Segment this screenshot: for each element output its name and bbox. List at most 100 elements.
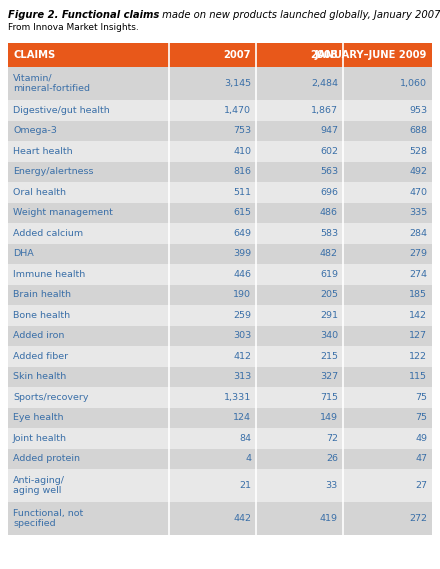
Text: 72: 72 xyxy=(326,434,338,443)
Text: 115: 115 xyxy=(409,372,427,381)
Bar xyxy=(8,182,432,203)
Text: 272: 272 xyxy=(409,514,427,523)
Text: Added fiber: Added fiber xyxy=(13,352,68,361)
Bar xyxy=(8,284,432,305)
Text: 49: 49 xyxy=(415,434,427,443)
Text: 947: 947 xyxy=(320,126,338,135)
Bar xyxy=(8,100,432,121)
Bar xyxy=(8,223,432,244)
Bar xyxy=(8,387,432,407)
Bar xyxy=(8,67,432,100)
Text: 419: 419 xyxy=(320,514,338,523)
Text: 215: 215 xyxy=(320,352,338,361)
Text: 619: 619 xyxy=(320,270,338,279)
Text: 1,470: 1,470 xyxy=(224,106,251,115)
Text: 688: 688 xyxy=(409,126,427,135)
Bar xyxy=(8,141,432,162)
Text: 649: 649 xyxy=(233,229,251,238)
Text: Added iron: Added iron xyxy=(13,331,64,340)
Text: 335: 335 xyxy=(409,208,427,217)
Text: 442: 442 xyxy=(233,514,251,523)
Text: 340: 340 xyxy=(320,331,338,340)
Text: 327: 327 xyxy=(320,372,338,381)
Text: 399: 399 xyxy=(233,249,251,258)
Text: made on new products launched globally, January 2007 to June 2009.: made on new products launched globally, … xyxy=(159,10,440,20)
Text: 470: 470 xyxy=(409,188,427,197)
Text: 511: 511 xyxy=(233,188,251,197)
Text: 303: 303 xyxy=(233,331,251,340)
Text: 122: 122 xyxy=(409,352,427,361)
Text: Anti-aging/
aging well: Anti-aging/ aging well xyxy=(13,476,65,495)
Text: Functional, not
specified: Functional, not specified xyxy=(13,509,83,528)
Text: 1,060: 1,060 xyxy=(400,79,427,88)
Text: Digestive/gut health: Digestive/gut health xyxy=(13,106,110,115)
Text: Vitamin/
mineral-fortified: Vitamin/ mineral-fortified xyxy=(13,74,90,93)
Text: Energy/alertness: Energy/alertness xyxy=(13,167,93,176)
Text: 127: 127 xyxy=(409,331,427,340)
Text: CLAIMS: CLAIMS xyxy=(13,50,55,60)
Bar xyxy=(8,428,432,448)
Text: Immune health: Immune health xyxy=(13,270,85,279)
Text: 446: 446 xyxy=(233,270,251,279)
Text: 410: 410 xyxy=(233,147,251,156)
Bar xyxy=(8,43,432,67)
Text: Eye health: Eye health xyxy=(13,413,63,422)
Text: 291: 291 xyxy=(320,311,338,320)
Text: 313: 313 xyxy=(233,372,251,381)
Text: 185: 185 xyxy=(409,290,427,299)
Text: 274: 274 xyxy=(409,270,427,279)
Text: 142: 142 xyxy=(409,311,427,320)
Text: 492: 492 xyxy=(409,167,427,176)
Bar xyxy=(8,325,432,346)
Bar xyxy=(8,469,432,502)
Text: 3,145: 3,145 xyxy=(224,79,251,88)
Bar xyxy=(8,203,432,223)
Text: 753: 753 xyxy=(233,126,251,135)
Bar xyxy=(8,162,432,182)
Text: 21: 21 xyxy=(239,481,251,490)
Text: Joint health: Joint health xyxy=(13,434,67,443)
Text: Omega-3: Omega-3 xyxy=(13,126,57,135)
Text: 615: 615 xyxy=(233,208,251,217)
Text: 259: 259 xyxy=(233,311,251,320)
Bar xyxy=(8,448,432,469)
Text: 205: 205 xyxy=(320,290,338,299)
Text: Added calcium: Added calcium xyxy=(13,229,83,238)
Text: Oral health: Oral health xyxy=(13,188,66,197)
Bar xyxy=(8,502,432,535)
Bar xyxy=(8,305,432,325)
Text: DHA: DHA xyxy=(13,249,34,258)
Text: 715: 715 xyxy=(320,393,338,402)
Bar xyxy=(8,346,432,366)
Text: Figure 2. Functional claims: Figure 2. Functional claims xyxy=(8,10,159,20)
Text: From Innova Market Insights.: From Innova Market Insights. xyxy=(8,23,139,32)
Text: 27: 27 xyxy=(415,481,427,490)
Text: 412: 412 xyxy=(233,352,251,361)
Text: Brain health: Brain health xyxy=(13,290,71,299)
Text: 696: 696 xyxy=(320,188,338,197)
Text: Bone health: Bone health xyxy=(13,311,70,320)
Text: 47: 47 xyxy=(415,454,427,463)
Text: 75: 75 xyxy=(415,413,427,422)
Text: 26: 26 xyxy=(326,454,338,463)
Text: 482: 482 xyxy=(320,249,338,258)
Text: Weight management: Weight management xyxy=(13,208,113,217)
Text: 1,331: 1,331 xyxy=(224,393,251,402)
Text: 124: 124 xyxy=(233,413,251,422)
Text: 583: 583 xyxy=(320,229,338,238)
Text: 4: 4 xyxy=(245,454,251,463)
Text: 84: 84 xyxy=(239,434,251,443)
Text: Heart health: Heart health xyxy=(13,147,73,156)
Text: 953: 953 xyxy=(409,106,427,115)
Bar xyxy=(8,264,432,284)
Text: 1,867: 1,867 xyxy=(311,106,338,115)
Text: 149: 149 xyxy=(320,413,338,422)
Text: 2007: 2007 xyxy=(224,50,251,60)
Bar xyxy=(8,366,432,387)
Bar xyxy=(8,407,432,428)
Text: 563: 563 xyxy=(320,167,338,176)
Text: 279: 279 xyxy=(409,249,427,258)
Text: 602: 602 xyxy=(320,147,338,156)
Text: 190: 190 xyxy=(233,290,251,299)
Text: Sports/recovery: Sports/recovery xyxy=(13,393,88,402)
